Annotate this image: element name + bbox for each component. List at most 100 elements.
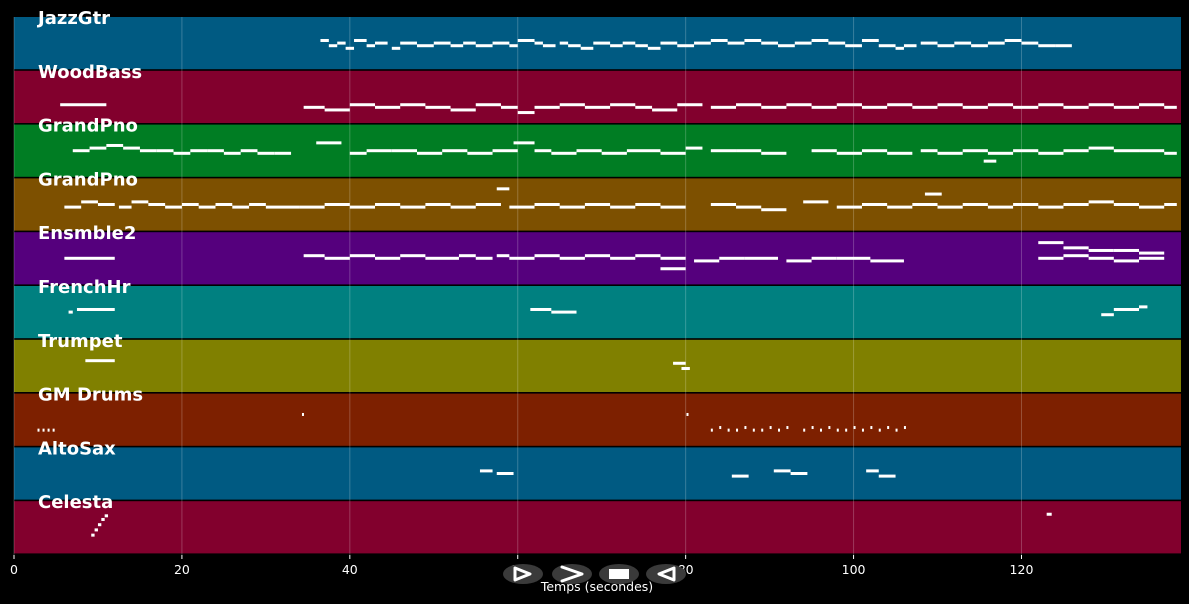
note — [496, 472, 514, 475]
note — [576, 149, 602, 153]
track-label: Trumpet — [38, 331, 123, 352]
note — [400, 254, 426, 258]
note — [391, 149, 417, 153]
forward-button[interactable] — [552, 564, 592, 584]
note — [731, 474, 749, 478]
note — [467, 151, 493, 155]
play-button[interactable] — [503, 564, 543, 584]
note — [584, 254, 611, 258]
track-label: GrandPno — [38, 169, 138, 190]
note — [778, 428, 781, 432]
note — [207, 149, 224, 153]
note — [887, 205, 913, 209]
note — [223, 151, 241, 155]
track-label: JazzGtr — [36, 8, 110, 29]
note — [400, 103, 426, 107]
note-marks — [37, 38, 1177, 537]
note — [719, 256, 745, 260]
note — [534, 41, 543, 45]
x-tick-label: 100 — [842, 562, 866, 577]
note — [895, 46, 904, 50]
stop-button[interactable] — [599, 564, 639, 584]
note — [811, 38, 829, 42]
note — [811, 105, 837, 109]
note — [983, 159, 997, 163]
note — [442, 149, 468, 153]
note — [534, 149, 552, 153]
x-tick-label: 120 — [1010, 562, 1034, 577]
note — [635, 44, 648, 48]
note — [68, 310, 73, 314]
note — [198, 205, 216, 209]
note — [265, 205, 300, 209]
note — [660, 267, 686, 271]
note — [104, 514, 109, 518]
note — [1088, 146, 1114, 150]
note — [610, 44, 623, 48]
track-label: Ensmble2 — [38, 223, 136, 244]
note — [64, 205, 82, 209]
x-tick-label: 20 — [174, 562, 190, 577]
track-label: Celesta — [38, 492, 113, 513]
note — [710, 203, 737, 206]
note — [803, 200, 829, 204]
note — [559, 256, 585, 260]
note — [710, 149, 737, 153]
note — [580, 46, 594, 50]
note — [1139, 205, 1165, 209]
note — [496, 187, 510, 191]
note — [463, 41, 476, 45]
note — [836, 103, 862, 107]
note — [513, 141, 535, 145]
note — [139, 149, 157, 153]
note — [1063, 105, 1089, 109]
note — [64, 256, 115, 260]
rewind-button[interactable] — [646, 564, 686, 584]
note — [773, 469, 791, 473]
note — [450, 108, 476, 112]
note — [534, 105, 560, 109]
note — [924, 192, 942, 196]
note — [1063, 203, 1089, 206]
note — [635, 203, 661, 206]
note — [91, 533, 95, 537]
note — [660, 41, 678, 45]
note — [727, 428, 730, 432]
note — [37, 428, 40, 432]
note — [76, 307, 115, 311]
note — [1088, 200, 1114, 204]
note — [861, 203, 888, 206]
note — [232, 205, 250, 209]
note — [870, 259, 904, 263]
note — [349, 254, 376, 258]
note — [568, 44, 581, 48]
grid-lines — [13, 17, 1022, 555]
note — [257, 151, 275, 155]
note — [845, 44, 862, 48]
note — [475, 256, 493, 260]
note — [509, 256, 535, 260]
note — [786, 259, 812, 263]
note — [584, 203, 611, 206]
track-label: GM Drums — [38, 385, 143, 406]
note — [375, 105, 401, 109]
track-lane — [14, 393, 1181, 446]
note — [878, 44, 896, 48]
track-lane — [14, 286, 1181, 339]
note — [685, 146, 703, 150]
note — [190, 149, 208, 153]
note — [551, 151, 577, 155]
note — [1063, 254, 1089, 258]
note — [492, 41, 510, 45]
note — [85, 359, 115, 363]
note — [131, 200, 149, 204]
track-lane — [14, 339, 1181, 392]
note — [106, 143, 124, 147]
note — [240, 149, 258, 153]
note — [492, 149, 518, 153]
note — [593, 41, 611, 45]
note — [1046, 512, 1052, 516]
note — [1063, 149, 1089, 153]
note — [761, 105, 787, 109]
note — [517, 111, 535, 115]
